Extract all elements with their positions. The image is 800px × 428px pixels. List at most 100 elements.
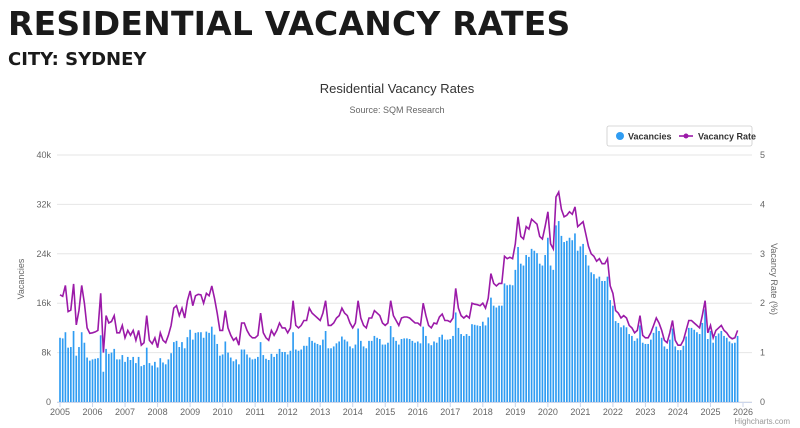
bar-vacancies[interactable]: [322, 339, 324, 402]
bar-vacancies[interactable]: [471, 324, 473, 402]
bar-vacancies[interactable]: [416, 341, 419, 402]
bar-vacancies[interactable]: [267, 360, 270, 402]
bar-vacancies[interactable]: [460, 334, 462, 402]
bar-vacancies[interactable]: [734, 342, 736, 402]
bar-vacancies[interactable]: [584, 255, 587, 402]
bar-vacancies[interactable]: [728, 341, 731, 402]
bar-vacancies[interactable]: [576, 250, 579, 402]
bar-vacancies[interactable]: [593, 274, 595, 402]
bar-vacancies[interactable]: [213, 334, 216, 402]
bar-vacancies[interactable]: [110, 352, 113, 402]
bar-vacancies[interactable]: [422, 326, 425, 402]
bar-vacancies[interactable]: [441, 334, 443, 402]
bar-vacancies[interactable]: [435, 342, 438, 402]
bar-vacancies[interactable]: [154, 361, 156, 402]
bar-vacancies[interactable]: [490, 297, 492, 402]
bar-vacancies[interactable]: [717, 333, 720, 402]
bar-vacancies[interactable]: [80, 332, 83, 402]
bar-vacancies[interactable]: [397, 344, 400, 402]
bar-vacancies[interactable]: [658, 330, 660, 402]
bar-vacancies[interactable]: [240, 349, 243, 402]
bar-vacancies[interactable]: [273, 356, 275, 402]
bar-vacancies[interactable]: [351, 348, 354, 402]
bar-vacancies[interactable]: [655, 326, 658, 402]
bar-vacancies[interactable]: [533, 250, 536, 402]
bar-vacancies[interactable]: [151, 365, 153, 402]
bar-vacancies[interactable]: [105, 348, 107, 402]
bar-vacancies[interactable]: [568, 237, 571, 402]
bar-vacancies[interactable]: [479, 326, 481, 402]
bar-vacancies[interactable]: [560, 235, 563, 402]
bar-vacancies[interactable]: [687, 327, 690, 402]
bar-vacancies[interactable]: [625, 327, 628, 402]
bar-vacancies[interactable]: [332, 346, 335, 402]
bar-vacancies[interactable]: [259, 342, 262, 402]
bar-vacancies[interactable]: [362, 346, 365, 402]
bar-vacancies[interactable]: [232, 361, 235, 402]
bar-vacancies[interactable]: [235, 359, 238, 402]
bar-vacancies[interactable]: [354, 344, 357, 402]
bar-vacancies[interactable]: [408, 339, 411, 402]
bar-vacancies[interactable]: [723, 335, 725, 402]
bar-vacancies[interactable]: [200, 332, 202, 402]
bar-vacancies[interactable]: [514, 269, 517, 402]
bar-vacancies[interactable]: [487, 317, 490, 402]
bar-vacancies[interactable]: [338, 341, 341, 402]
bar-vacancies[interactable]: [341, 336, 343, 402]
bar-vacancies[interactable]: [376, 337, 378, 402]
bar-vacancies[interactable]: [327, 348, 330, 402]
bar-vacancies[interactable]: [83, 342, 86, 402]
bar-vacancies[interactable]: [107, 353, 110, 402]
bar-vacancies[interactable]: [495, 307, 498, 402]
bar-vacancies[interactable]: [509, 284, 511, 402]
bar-vacancies[interactable]: [208, 332, 210, 402]
bar-vacancies[interactable]: [565, 240, 568, 402]
bar-vacancies[interactable]: [555, 225, 557, 402]
bar-vacancies[interactable]: [644, 343, 647, 402]
bar-vacancies[interactable]: [438, 337, 441, 402]
bar-vacancies[interactable]: [541, 265, 544, 402]
bar-vacancies[interactable]: [400, 339, 403, 402]
bar-vacancies[interactable]: [278, 348, 281, 402]
bar-vacancies[interactable]: [330, 348, 332, 402]
bar-vacancies[interactable]: [164, 364, 167, 402]
bar-vacancies[interactable]: [145, 347, 148, 402]
bar-vacancies[interactable]: [262, 355, 265, 402]
bar-vacancies[interactable]: [696, 332, 698, 402]
bar-vacancies[interactable]: [243, 349, 246, 402]
bar-vacancies[interactable]: [519, 263, 522, 402]
bar-vacancies[interactable]: [116, 359, 118, 402]
bar-vacancies[interactable]: [297, 350, 300, 402]
bar-vacancies[interactable]: [227, 352, 229, 402]
bar-vacancies[interactable]: [389, 326, 392, 402]
bar-vacancies[interactable]: [64, 332, 67, 402]
bar-vacancies[interactable]: [465, 334, 468, 402]
bar-vacancies[interactable]: [671, 328, 674, 402]
bar-vacancies[interactable]: [473, 324, 476, 402]
bar-vacancies[interactable]: [449, 339, 452, 402]
bar-vacancies[interactable]: [94, 358, 97, 402]
bar-vacancies[interactable]: [346, 341, 349, 402]
bar-vacancies[interactable]: [617, 322, 620, 402]
bar-vacancies[interactable]: [392, 337, 395, 402]
bar-vacancies[interactable]: [183, 348, 186, 402]
bar-vacancies[interactable]: [303, 345, 305, 402]
bar-vacancies[interactable]: [238, 364, 240, 402]
bar-vacancies[interactable]: [690, 327, 693, 402]
bar-vacancies[interactable]: [547, 237, 549, 402]
bar-vacancies[interactable]: [265, 358, 267, 402]
bar-vacancies[interactable]: [706, 339, 709, 402]
bar-vacancies[interactable]: [140, 366, 143, 402]
bar-vacancies[interactable]: [614, 321, 617, 402]
bar-vacancies[interactable]: [454, 312, 457, 402]
bar-vacancies[interactable]: [281, 351, 284, 402]
bar-vacancies[interactable]: [595, 278, 598, 403]
bar-vacancies[interactable]: [395, 340, 397, 402]
bar-vacancies[interactable]: [129, 360, 132, 402]
bar-vacancies[interactable]: [289, 350, 292, 402]
bar-vacancies[interactable]: [679, 350, 682, 402]
bar-vacancies[interactable]: [246, 354, 248, 402]
bar-vacancies[interactable]: [639, 325, 641, 402]
bar-vacancies[interactable]: [172, 342, 175, 402]
bar-vacancies[interactable]: [433, 341, 435, 402]
